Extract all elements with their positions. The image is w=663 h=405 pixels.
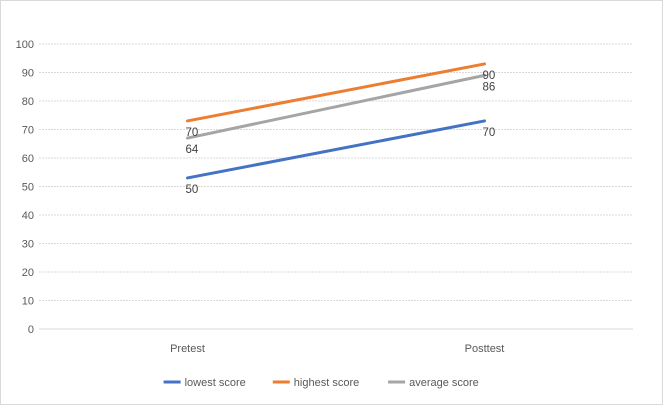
series-line-average-score <box>186 73 486 140</box>
data-label: 70 <box>186 127 199 139</box>
y-tick-label: 70 <box>22 125 34 137</box>
legend-item: average score <box>388 377 479 389</box>
data-label: 64 <box>186 144 199 156</box>
y-tick-label: 20 <box>22 267 34 279</box>
y-tick-label: 50 <box>22 182 34 194</box>
legend-label: average score <box>409 377 479 389</box>
data-label: 90 <box>483 70 496 82</box>
gridlines <box>39 43 633 330</box>
series-line-lowest-score <box>186 119 486 180</box>
series-lines <box>186 62 486 180</box>
legend: lowest score highest score average score <box>163 377 479 389</box>
x-tick-label: Pretest <box>170 343 205 355</box>
legend-label: lowest score <box>185 377 246 389</box>
y-tick-label: 60 <box>22 153 34 165</box>
legend-label: highest score <box>294 377 359 389</box>
data-labels: 50 70 70 90 64 86 <box>186 70 496 196</box>
y-tick-label: 90 <box>22 68 34 80</box>
y-axis-ticks: 0 10 20 30 40 50 60 70 80 90 100 <box>16 39 34 336</box>
data-label: 50 <box>186 184 199 196</box>
legend-item: highest score <box>272 377 359 389</box>
data-label: 70 <box>483 127 496 139</box>
y-tick-label: 40 <box>22 210 34 222</box>
series-line-highest-score <box>186 62 486 123</box>
x-tick-label: Posttest <box>465 343 505 355</box>
y-tick-label: 0 <box>28 324 34 336</box>
legend-item: lowest score <box>163 377 246 389</box>
y-tick-label: 100 <box>16 39 34 51</box>
y-tick-label: 80 <box>22 96 34 108</box>
data-label: 86 <box>483 81 496 93</box>
y-tick-label: 30 <box>22 239 34 251</box>
x-axis-ticks: Pretest Posttest <box>170 343 504 355</box>
y-tick-label: 10 <box>22 296 34 308</box>
